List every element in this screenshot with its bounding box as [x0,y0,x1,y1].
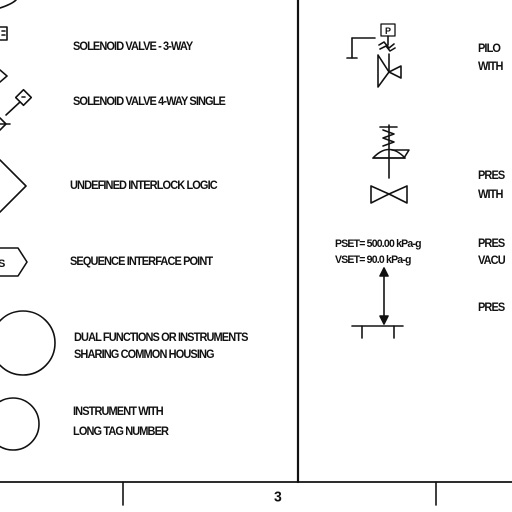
solenoid-3way-symbol [0,26,8,41]
pilot-box-letter: P [385,26,391,36]
longtag-circle-symbol [0,397,40,451]
label-pres3-line1: PRES [478,301,505,315]
label-solenoid-4way: SOLENOID VALVE 4-WAY SINGLE [73,95,226,109]
label-pres-line1: PRES [478,169,505,183]
pressure-valve-symbol [370,124,410,204]
pset-value: PSET= 500.00 kPa-g [335,237,422,251]
pilot-valve-symbol [346,23,402,88]
partial-circle-top [0,0,17,9]
sequence-hex-symbol [0,247,28,277]
label-sequence: SEQUENCE INTERFACE POINT [70,255,213,269]
page-number: 3 [274,487,282,505]
label-pilot-line1: PILO [478,42,501,56]
interlock-diamond-symbol [0,159,27,213]
vset-value: VSET= 90.0 kPa-g [335,253,411,267]
label-pres2-line2: VACU [478,254,506,268]
label-longtag-line2: LONG TAG NUMBER [73,425,169,439]
label-pilot-line2: WITH [478,60,503,74]
label-pres-line2: WITH [478,188,503,202]
sequence-partial-letter: S [0,258,5,270]
solenoid-4way-symbol [0,69,33,131]
label-pres2-line1: PRES [478,237,505,251]
label-dual-line2: SHARING COMMON HOUSING [74,348,215,362]
label-solenoid-3way: SOLENOID VALVE - 3-WAY [73,40,193,54]
dual-circle-symbol [0,310,56,376]
label-dual-line1: DUAL FUNCTIONS OR INSTRUMENTS [74,331,248,345]
label-interlock: UNDEFINED INTERLOCK LOGIC [70,179,218,193]
pv-relief-symbol [351,267,404,339]
label-longtag-line1: INSTRUMENT WITH [73,405,164,419]
